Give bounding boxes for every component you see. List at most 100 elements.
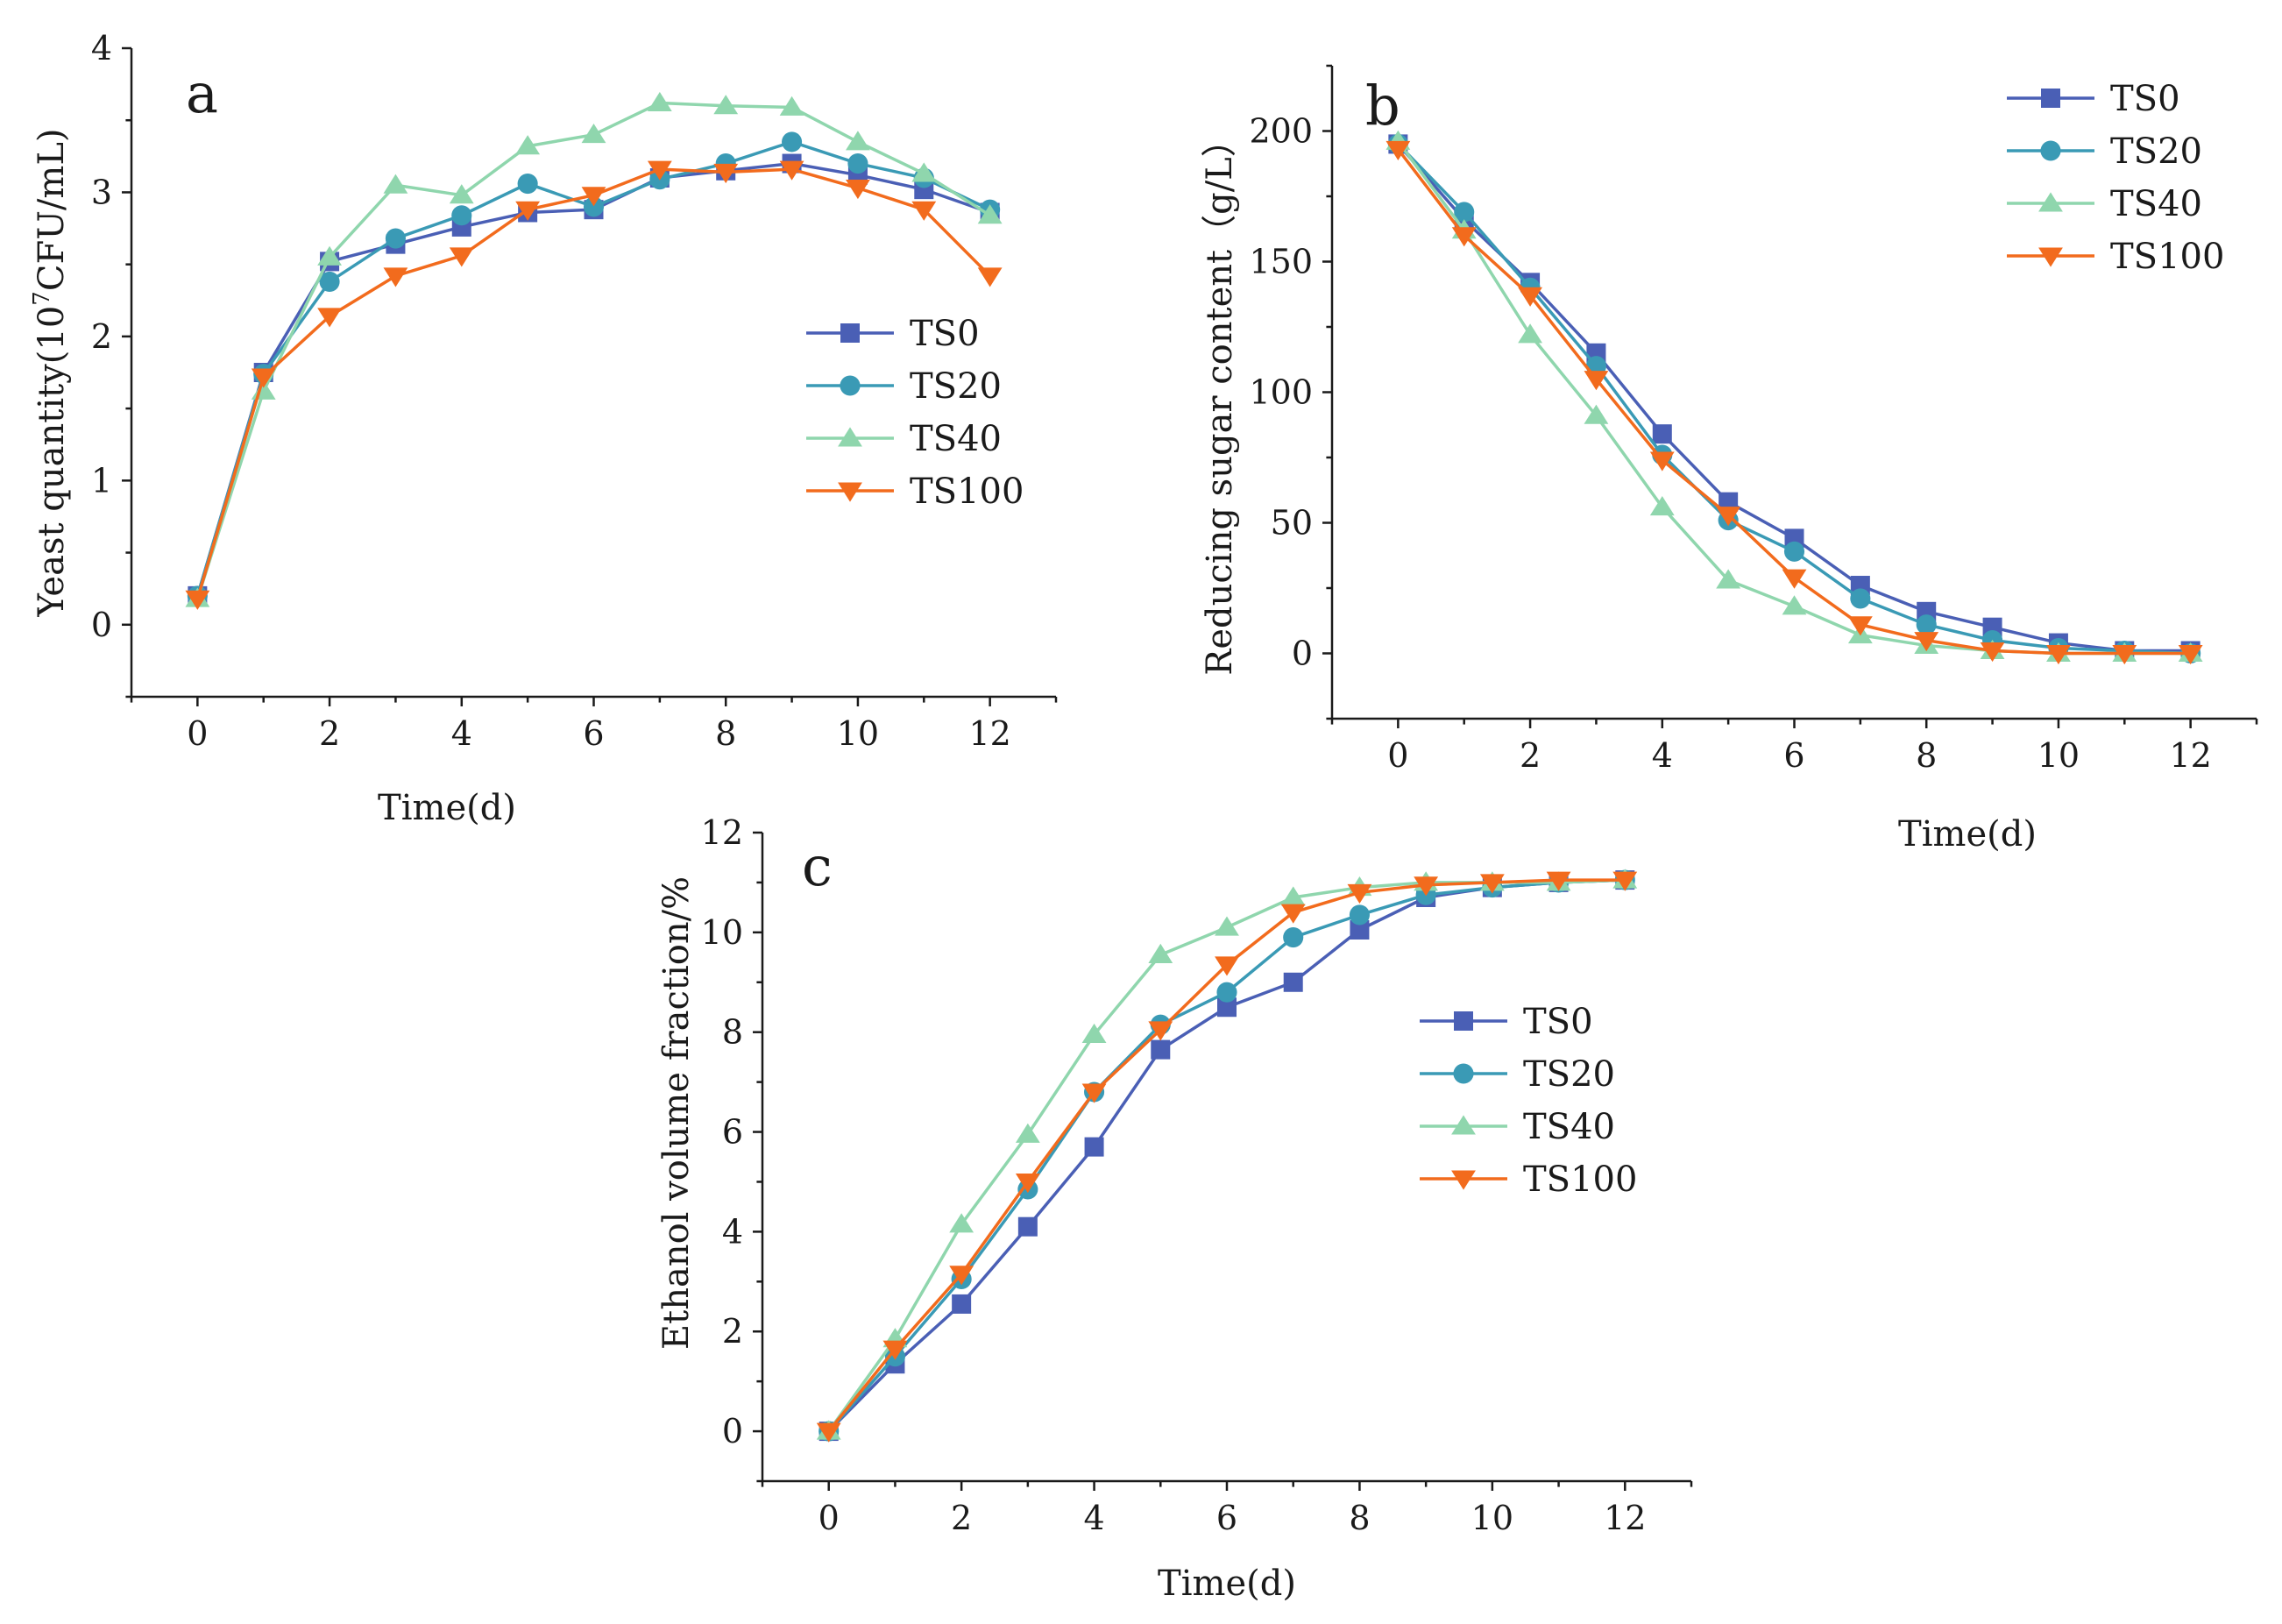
legend-label-ts40: TS40	[2110, 184, 2202, 224]
legend-label-ts20: TS20	[1523, 1054, 1615, 1095]
data-point-ts20	[1216, 982, 1237, 1003]
data-point-ts40	[846, 131, 870, 151]
data-point-ts100	[1451, 227, 1477, 247]
data-point-ts100	[1479, 874, 1505, 894]
x-tick-label: 6	[583, 714, 604, 753]
legend-label-ts20: TS20	[2110, 131, 2202, 172]
legend-label-ts0: TS0	[1523, 1002, 1593, 1042]
x-axis-title: Time(d)	[1158, 1564, 1296, 1604]
series-line-ts0	[195, 161, 991, 597]
data-point-ts100	[1215, 956, 1239, 976]
data-point-ts40	[317, 245, 342, 266]
legend-marker-ts40	[838, 427, 862, 447]
data-point-ts0	[1217, 997, 1237, 1018]
data-point-ts40	[1782, 595, 1807, 615]
x-tick-label: 0	[187, 714, 208, 753]
y-tick-label: 50	[1271, 504, 1313, 543]
data-point-ts0	[1151, 1039, 1171, 1060]
x-tick-label: 6	[1783, 736, 1804, 775]
data-point-ts100	[1546, 871, 1571, 891]
data-point-ts100	[1716, 507, 1741, 527]
x-tick-label: 10	[1471, 1499, 1513, 1537]
x-tick-label: 10	[2038, 736, 2080, 775]
legend-label-ts0: TS0	[2110, 79, 2180, 119]
data-point-ts20	[1283, 926, 1304, 948]
legend-marker-ts40	[1451, 1115, 1476, 1135]
y-tick-label: 3	[91, 173, 112, 211]
data-point-ts100	[1518, 287, 1542, 307]
data-point-ts40	[515, 135, 541, 155]
data-point-ts100	[949, 1266, 974, 1286]
data-point-ts20	[1349, 904, 1370, 925]
data-point-ts100	[1914, 632, 1939, 652]
data-point-ts0	[1084, 1137, 1104, 1157]
legend-label-ts40: TS40	[1523, 1107, 1615, 1147]
data-point-ts20	[1916, 614, 1937, 635]
data-point-ts20	[517, 174, 538, 195]
legend-label-ts40: TS40	[910, 419, 1002, 459]
data-point-ts40	[911, 162, 937, 182]
x-tick-label: 2	[319, 714, 340, 753]
data-point-ts40	[949, 1213, 974, 1233]
data-point-ts100	[449, 247, 474, 267]
x-tick-label: 10	[837, 714, 879, 753]
data-point-ts100	[383, 267, 408, 287]
y-axis-title: Yeast quantity(107CFU/mL)	[29, 129, 72, 618]
data-point-ts100	[317, 308, 342, 328]
data-point-ts20	[847, 153, 868, 174]
data-point-ts100	[515, 201, 541, 221]
data-point-ts40	[1518, 323, 1542, 344]
data-point-ts40	[1081, 1023, 1107, 1044]
data-point-ts100	[2112, 645, 2137, 665]
data-point-ts40	[1148, 943, 1173, 963]
legend-marker-ts20	[840, 375, 861, 396]
x-tick-label: 4	[1652, 736, 1673, 775]
data-point-ts100	[251, 368, 276, 388]
legend-marker-ts100	[2038, 247, 2063, 267]
y-tick-label: 10	[701, 913, 743, 952]
legend-marker-ts20	[2040, 140, 2061, 161]
data-point-ts100	[1980, 642, 2005, 663]
data-point-ts40	[713, 95, 739, 115]
data-point-ts100	[1347, 883, 1372, 904]
data-point-ts40	[1015, 1123, 1040, 1143]
legend-label-ts100: TS100	[910, 472, 1024, 512]
legend-marker-ts100	[838, 482, 862, 502]
data-point-ts20	[385, 228, 406, 249]
data-point-ts100	[185, 590, 210, 610]
data-point-ts40	[581, 124, 606, 144]
data-point-ts0	[1350, 920, 1370, 940]
data-point-ts100	[1612, 871, 1638, 891]
x-tick-label: 4	[451, 714, 472, 753]
panel-b: 0 2 4 6 8 10 12 0 50 100 150 200 b Time(d) Reducing su…	[1200, 64, 2258, 855]
data-point-ts100	[1847, 616, 1873, 636]
data-point-ts100	[816, 1422, 841, 1443]
x-tick-label: 0	[819, 1499, 840, 1537]
data-point-ts0	[1017, 1216, 1038, 1237]
y-axis-title: Ethanol volume fraction/%	[656, 876, 697, 1350]
y-tick-label: 200	[1249, 112, 1313, 151]
legend-label-ts20: TS20	[910, 366, 1002, 407]
y-tick-label: 8	[722, 1013, 743, 1052]
data-point-ts100	[581, 187, 606, 207]
legend-marker-ts0	[2041, 89, 2060, 108]
y-title-superscript: 7	[29, 291, 55, 306]
data-point-ts100	[1148, 1021, 1173, 1041]
data-point-ts100	[1649, 451, 1675, 472]
x-tick-label: 2	[1520, 736, 1541, 775]
data-point-ts100	[1015, 1173, 1040, 1194]
data-point-ts40	[383, 174, 408, 194]
data-point-ts40	[449, 184, 474, 204]
legend-label-ts100: TS100	[2110, 237, 2224, 277]
data-point-ts100	[647, 160, 672, 181]
data-point-ts20	[319, 271, 340, 292]
data-point-ts20	[451, 205, 472, 226]
data-point-ts100	[2046, 645, 2071, 665]
x-axis-title: Time(d)	[378, 788, 516, 828]
data-point-ts100	[911, 201, 937, 221]
data-point-ts40	[1280, 886, 1306, 906]
data-point-ts20	[1850, 588, 1871, 609]
x-tick-label: 8	[1349, 1499, 1370, 1537]
panel-label: a	[186, 61, 218, 125]
